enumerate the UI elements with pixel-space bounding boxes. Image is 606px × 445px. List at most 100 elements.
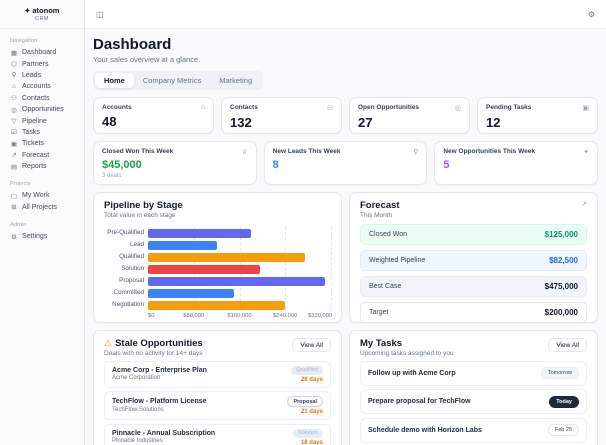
pipeline-chart-panel: Pipeline by Stage Total value in each st… <box>93 192 342 323</box>
forecast-row-label: Target <box>369 309 389 316</box>
sidebar-item-label: Forecast <box>22 151 50 159</box>
stat-card-open-opportunities: Open Opportunities ◎ 27 <box>349 97 470 134</box>
opportunity-company: Acme Corporation <box>112 375 161 382</box>
sidebar-item-partners[interactable]: ⬡ Partners <box>8 58 76 69</box>
logo-text: atonom <box>32 6 60 15</box>
sidebar-item-pipeline[interactable]: ▽ Pipeline <box>8 115 76 126</box>
settings-icon[interactable]: ⚙ <box>587 9 595 19</box>
sidebar-item-all-projects[interactable]: ⊞ All Projects <box>8 202 76 213</box>
chart-y-labels: Pre-Qualified Lead Qualified Solution Pr… <box>104 227 148 311</box>
tab-home[interactable]: Home <box>95 73 134 88</box>
chart-subtitle: Total value in each stage <box>104 212 176 219</box>
sidebar-toggle-icon[interactable]: ◫ <box>96 9 104 19</box>
card-new-opportunities-week: New Opportunities This Week ✦ 5 <box>434 141 599 185</box>
sidebar-item-forecast[interactable]: ↗ Forecast <box>8 150 76 161</box>
forecast-row-value: $125,000 <box>544 230 578 239</box>
bar-chart: Pre-Qualified Lead Qualified Solution Pr… <box>104 227 332 311</box>
stat-value: $45,000 <box>102 159 142 171</box>
y-tick-label: Proposal <box>119 277 144 284</box>
stat-label: Pending Tasks <box>486 104 532 111</box>
middle-panel-row: Pipeline by Stage Total value in each st… <box>93 192 598 323</box>
sidebar-item-opportunities[interactable]: ◎ Opportunities <box>8 104 76 115</box>
topbar: ◫ ⚙ <box>85 0 606 29</box>
sidebar-item-tasks[interactable]: ☑ Tasks <box>8 127 76 138</box>
stale-subtitle: Deals with no activity for 14+ days <box>104 350 203 357</box>
task-item[interactable]: Schedule demo with Horizon Labs Feb 25 <box>360 417 587 443</box>
tab-marketing[interactable]: Marketing <box>219 76 253 85</box>
sidebar-item-settings[interactable]: ⚙ Settings <box>8 231 76 242</box>
week-card-row: Closed Won This Week ♕ $45,000 3 deals Ne… <box>93 141 599 185</box>
chart-bar <box>148 252 306 262</box>
task-item[interactable]: Follow up with Acme Corp Tomorrow <box>360 360 587 386</box>
dashboard-content: Dashboard Your sales overview at a glanc… <box>85 29 606 445</box>
sidebar-item-label: Opportunities <box>22 106 64 114</box>
leads-icon: ⚲ <box>11 72 17 80</box>
forecast-row-value: $200,000 <box>544 308 578 317</box>
briefcase-icon: ▢ <box>10 192 18 200</box>
opportunity-name: Pinnacle - Annual Subscription <box>112 429 216 437</box>
y-tick-label: Solution <box>121 265 144 272</box>
due-badge: Tomorrow <box>540 367 579 379</box>
forecast-row-closed-won: Closed Won $125,000 <box>360 224 587 245</box>
dashboard-tabs: Home Company Metrics Marketing <box>93 71 264 90</box>
x-tick-label: $160,000 <box>227 313 252 319</box>
ticket-icon: ▣ <box>10 140 18 148</box>
page-title: Dashboard <box>93 36 172 53</box>
task-icon: ▣ <box>582 105 589 112</box>
forecast-row-label: Best Case <box>369 283 402 290</box>
y-tick-label: Lead <box>129 241 144 248</box>
sidebar-item-reports[interactable]: ▤ Reports <box>8 161 76 172</box>
partners-icon: ⬡ <box>11 61 17 69</box>
sidebar-item-my-work[interactable]: ▢ My Work <box>8 190 76 201</box>
view-all-tasks-button[interactable]: View All <box>548 338 587 352</box>
opportunity-name: Acme Corp - Enterprise Plan <box>112 366 207 374</box>
task-name: Prepare proposal for TechFlow <box>368 398 471 405</box>
building-icon: ⌂ <box>12 83 16 91</box>
chart-plot-area <box>148 227 332 311</box>
forecast-title: Forecast <box>360 200 400 211</box>
chart-x-axis: $0 $80,000 $160,000 $240,000 $320,000 <box>148 313 332 322</box>
app-logo: ✦ atonom CRM <box>0 0 84 29</box>
chart-bar <box>148 264 260 274</box>
sidebar-item-accounts[interactable]: ⌂ Accounts <box>8 81 76 92</box>
chart-bar <box>148 288 234 298</box>
bottom-panel-row: ⚠ Stale Opportunities Deals with no acti… <box>93 330 598 445</box>
sidebar-projects-section: Projects ▢ My Work ⊞ All Projects <box>0 181 84 213</box>
y-tick-label: Committed <box>113 289 144 296</box>
task-name: Schedule demo with Horizon Labs <box>368 426 482 434</box>
page-subtitle: Your sales overview at a glance. <box>93 55 201 64</box>
x-tick-label: $80,000 <box>183 313 205 319</box>
sidebar-section-label-projects: Projects <box>10 181 31 188</box>
users-icon: ⚇ <box>11 95 17 103</box>
sidebar-item-tickets[interactable]: ▣ Tickets <box>8 138 76 149</box>
forecast-row-weighted-pipeline: Weighted Pipeline $82,500 <box>360 250 587 271</box>
stale-title: Stale Opportunities <box>115 338 203 349</box>
sidebar-item-label: Contacts <box>22 94 50 102</box>
stat-card-row: Accounts ⌂ 48 Contacts ⚇ 132 Open Opportun… <box>93 97 598 134</box>
sidebar-item-leads[interactable]: ⚲ Leads <box>8 70 76 81</box>
stage-badge: Solution <box>293 428 323 438</box>
building-icon: ⌂ <box>200 104 205 111</box>
logo-icon: ✦ <box>24 7 31 15</box>
stat-value: 5 <box>443 159 450 171</box>
view-all-stale-button[interactable]: View All <box>292 338 331 352</box>
forecast-row-value: $475,000 <box>544 282 578 291</box>
stage-badge: Proposal <box>287 396 323 407</box>
tab-company-metrics[interactable]: Company Metrics <box>142 76 202 85</box>
stale-item[interactable]: Acme Corp - Enterprise Plan Acme Corpora… <box>104 360 331 388</box>
sidebar-item-dashboard[interactable]: ▦ Dashboard <box>8 47 76 58</box>
logo-subtext: CRM <box>34 16 50 22</box>
task-item[interactable]: Prepare proposal for TechFlow Today <box>360 389 587 414</box>
stale-days: 28 days <box>300 376 323 383</box>
chart-bar <box>148 276 326 286</box>
trend-icon: ↗ <box>11 152 17 160</box>
stale-item[interactable]: Pinnacle - Annual Subscription Pinnacle … <box>104 423 331 445</box>
trophy-icon: ♕ <box>241 149 248 156</box>
sidebar-admin-section: Admin ⚙ Settings <box>0 222 84 242</box>
y-tick-label: Negotiation <box>112 301 144 308</box>
user-plus-icon: ⚲ <box>413 149 419 156</box>
stat-subtext: 3 deals <box>102 173 122 179</box>
stale-item[interactable]: TechFlow - Platform License TechFlow Sol… <box>104 391 331 420</box>
sidebar-item-contacts[interactable]: ⚇ Contacts <box>8 93 76 104</box>
